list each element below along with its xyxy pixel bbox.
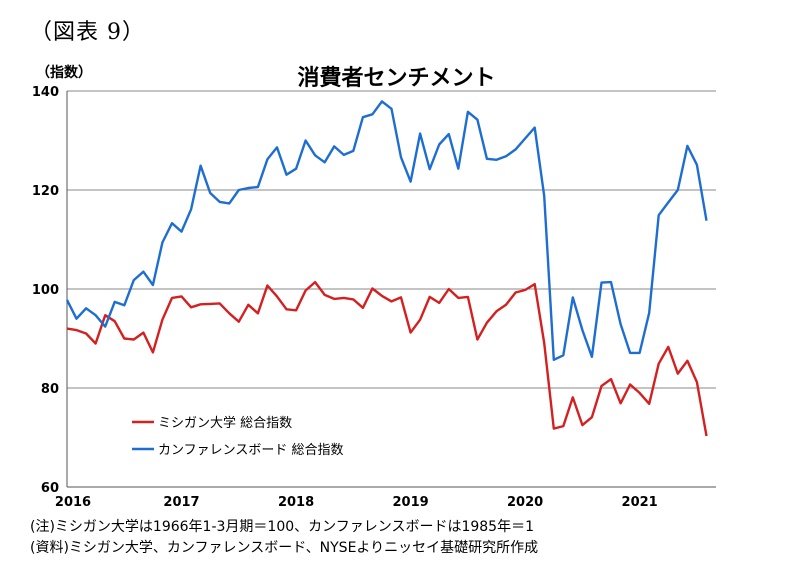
chart-title: 消費者センチメント (297, 66, 496, 91)
series-lines (65, 100, 708, 437)
figure-label: （図表 9） (30, 20, 145, 45)
axes (66, 91, 716, 488)
y-tick-labels: 60 80 100 120 140 (32, 85, 59, 496)
source-line: (資料)ミシガン大学、カンファレンスボード、NYSEよりニッセイ基礎研究所作成 (30, 540, 539, 556)
y-tick-label: 120 (32, 184, 59, 199)
series-line-michigan (66, 280, 708, 437)
x-tick-label: 2021 (622, 495, 658, 510)
series-line-conference-board (65, 100, 708, 361)
gridlines (67, 90, 716, 389)
y-tick-label: 100 (32, 283, 59, 298)
x-tick-label: 2016 (55, 495, 91, 510)
x-tick-label: 2018 (278, 495, 314, 510)
x-tick-label: 2020 (507, 495, 543, 510)
x-tick-label: 2019 (392, 495, 428, 510)
y-axis-unit-label: （指数） (36, 65, 92, 81)
notes: (注)ミシガン大学は1966年1-3月期＝100、カンファレンスボードは1985… (30, 517, 562, 559)
legend-label: ミシガン大学 総合指数 (158, 415, 292, 431)
y-tick-label: 80 (41, 382, 59, 397)
y-tick-label: 60 (41, 481, 59, 496)
y-tick-label: 140 (32, 85, 59, 100)
x-tick-label: 2017 (163, 495, 199, 510)
x-tick-labels: 2016 2017 2018 2019 2020 2021 (55, 495, 658, 510)
note-line: (注)ミシガン大学は1966年1-3月期＝100、カンファレンスボードは1985… (30, 519, 534, 535)
legend-label: カンファレンスボード 総合指数 (158, 443, 343, 458)
